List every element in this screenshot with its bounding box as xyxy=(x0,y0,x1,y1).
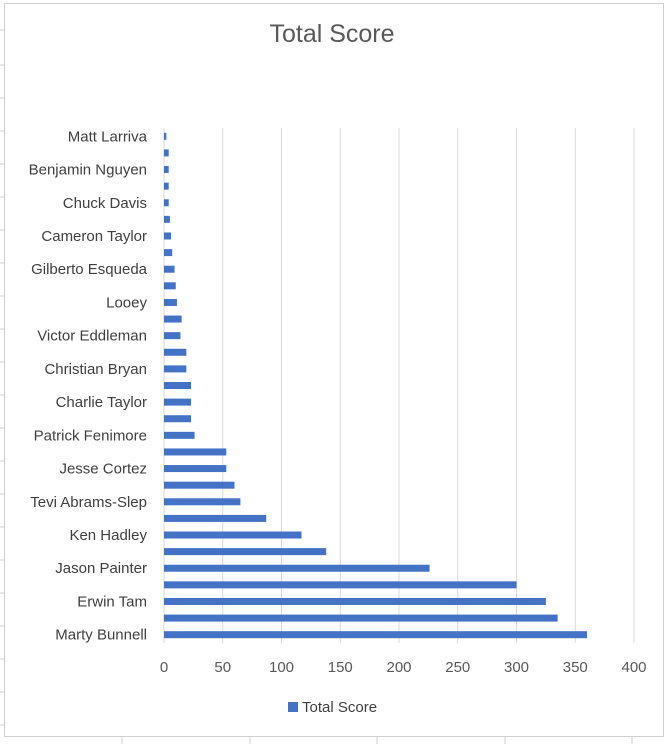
category-label: Cameron Taylor xyxy=(41,228,147,245)
bar xyxy=(164,631,587,639)
category-label: Matt Larriva xyxy=(68,128,148,145)
bar xyxy=(164,315,182,323)
bar xyxy=(164,215,170,223)
chart-title: Total Score xyxy=(269,20,394,48)
bar xyxy=(164,597,546,605)
category-label: Patrick Fenimore xyxy=(34,427,147,444)
bar xyxy=(164,514,267,522)
category-label: Gilberto Esqueda xyxy=(31,261,148,278)
category-label: Ken Hadley xyxy=(69,527,147,544)
bar xyxy=(164,332,181,340)
bar xyxy=(164,199,169,207)
bar xyxy=(164,531,302,539)
x-tick-label: 150 xyxy=(328,659,353,676)
category-label: Looey xyxy=(106,294,147,311)
category-label: Christian Bryan xyxy=(44,361,147,378)
x-tick-label: 250 xyxy=(445,659,470,676)
category-label: Chuck Davis xyxy=(63,195,147,212)
bar xyxy=(164,365,187,373)
bar xyxy=(164,282,176,290)
bar xyxy=(164,548,327,556)
bar xyxy=(164,481,235,489)
category-labels: Marty Bunnell Erwin Tam Jason Painter Ken H… xyxy=(29,128,148,643)
bar xyxy=(164,398,192,406)
bar xyxy=(164,232,172,240)
x-tick-label: 350 xyxy=(563,659,588,676)
x-tick-label: 50 xyxy=(214,659,231,676)
category-label: Benjamin Nguyen xyxy=(29,162,147,179)
bar xyxy=(164,431,195,439)
category-label: Tevi Abrams-Slep xyxy=(30,494,147,511)
legend-swatch xyxy=(288,702,298,712)
x-tick-label: 200 xyxy=(386,659,411,676)
bar xyxy=(164,182,169,190)
category-label: Victor Eddleman xyxy=(37,328,147,345)
legend-label: Total Score xyxy=(302,699,377,716)
legend: Total Score xyxy=(288,699,377,716)
category-label: Charlie Taylor xyxy=(56,394,147,411)
x-tick-label: 0 xyxy=(160,659,168,676)
bar xyxy=(164,498,241,506)
category-label: Marty Bunnell xyxy=(55,627,147,644)
bar xyxy=(164,265,175,273)
category-label: Erwin Tam xyxy=(77,593,147,610)
bar xyxy=(164,166,169,174)
bar xyxy=(164,415,192,423)
bar xyxy=(164,382,192,389)
bar xyxy=(164,614,558,622)
bar xyxy=(164,149,169,157)
chart-area-border xyxy=(4,3,664,737)
category-label: Jesse Cortez xyxy=(59,461,147,478)
x-tick-label: 300 xyxy=(504,659,529,676)
bar xyxy=(164,465,227,473)
bar xyxy=(164,298,177,306)
bar xyxy=(164,581,517,589)
bar xyxy=(164,564,430,572)
x-tick-labels: 0 50 100 150 200 250 300 350 400 xyxy=(160,659,647,676)
bar xyxy=(164,348,187,356)
category-label: Jason Painter xyxy=(55,560,147,577)
bars xyxy=(164,132,587,639)
bar xyxy=(164,249,173,257)
x-tick-label: 400 xyxy=(621,659,646,676)
spreadsheet-grid xyxy=(0,29,633,744)
bar xyxy=(164,448,227,456)
x-tick-label: 100 xyxy=(269,659,294,676)
bar xyxy=(164,132,167,140)
